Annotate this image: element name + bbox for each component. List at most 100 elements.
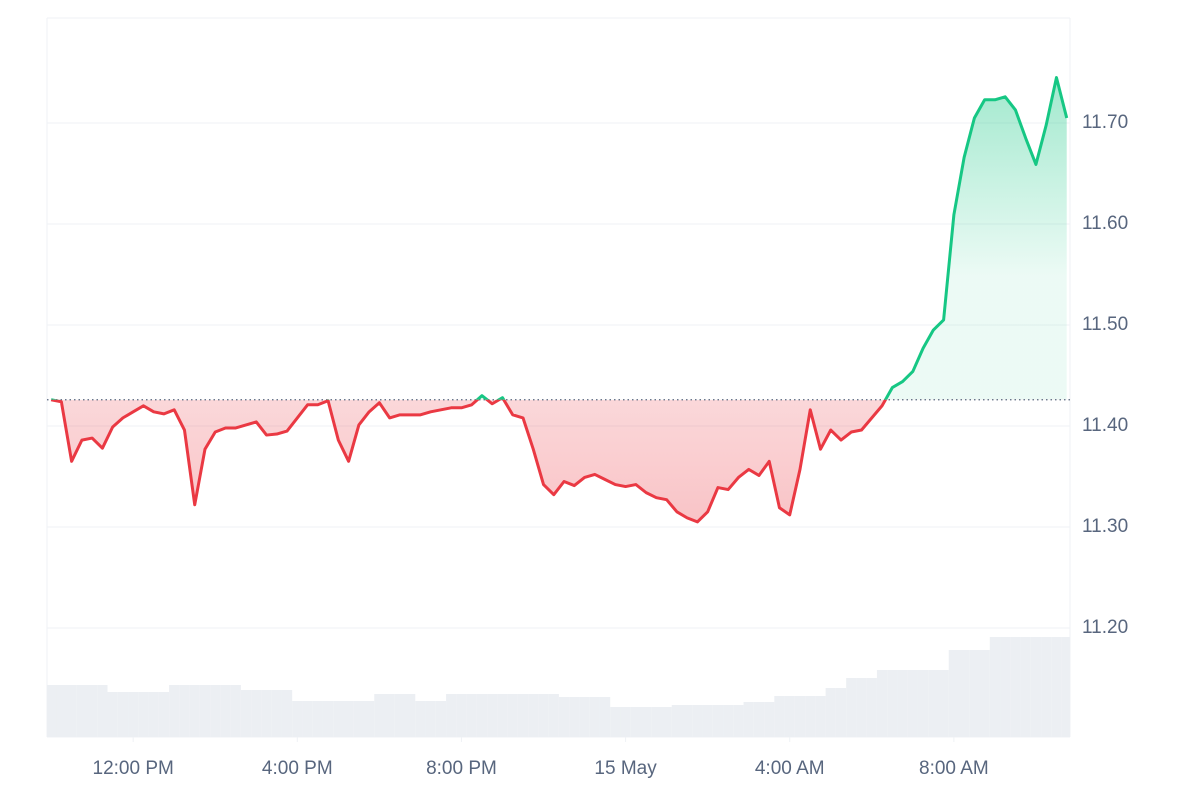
volume-bar [66,685,77,737]
volume-bar [169,685,180,737]
volume-bar [1000,637,1011,737]
volume-bar [148,692,159,737]
volume-bar [712,705,724,737]
volume-bar [507,694,518,737]
volume-bar [179,685,190,737]
volume-bar [599,697,611,737]
volume-bar [979,650,990,737]
x-tick-label: 15 May [594,758,657,779]
volume-bar [384,694,395,737]
volume-bar [651,707,662,737]
volume-bar [640,707,652,737]
volume-bar [199,685,211,737]
volume-bar [671,705,683,737]
volume-bar [343,701,354,737]
volume-bar [138,692,149,737]
volume-bar [928,670,939,737]
volume-bar [784,696,795,737]
volume-bar [876,670,888,737]
volume-bar [517,694,529,737]
volume-bar [579,697,590,737]
volume-bar [466,694,477,737]
volume-bar [56,685,67,737]
volume-bar [815,696,826,737]
volume-bar [610,707,621,737]
volume-bar [220,685,231,737]
volume-bar [240,690,252,737]
volume-bar [292,701,303,737]
volume-bar [528,694,539,737]
volume-bar [322,701,334,737]
volume-bar [435,701,447,737]
volume-bar [948,650,960,737]
volume-bar [394,694,406,737]
volume-bar [425,701,436,737]
volume-bar [456,694,467,737]
x-tick-label: 4:00 AM [755,758,825,779]
volume-bar [353,701,364,737]
volume-bar [302,701,313,737]
volume-bar [620,707,631,737]
x-tick-label: 8:00 PM [426,758,497,779]
volume-bar [917,670,929,737]
volume-bar [774,696,785,737]
volume-bar [333,701,344,737]
volume-bar [866,678,877,737]
volume-bar [1041,637,1052,737]
volume-bar [117,692,129,737]
x-tick-label: 8:00 AM [919,758,989,779]
volume-bar [723,705,734,737]
volume-bar [682,705,693,737]
y-tick-label: 11.30 [1082,516,1128,537]
y-tick-label: 11.40 [1082,415,1128,436]
volume-bar [887,670,898,737]
volume-bar [415,701,426,737]
volume-bar [805,696,816,737]
volume-bar [1020,637,1031,737]
volume-bar [569,697,580,737]
volume-bar [630,707,641,737]
volume-bar [405,694,416,737]
volume-bar [989,637,1001,737]
price-line-up [51,76,1069,400]
volume-bar [312,701,323,737]
volume-bar [753,702,765,737]
volume-bar [959,650,970,737]
area-down [51,399,886,522]
volume-bar [271,690,282,737]
volume-bar [261,690,272,737]
volume-bar [794,696,806,737]
price-line-down [50,399,888,524]
volume-bar [938,670,949,737]
volume-bar [764,702,775,737]
volume-bar [487,694,498,737]
volume-bar [897,670,908,737]
volume-bar [835,688,847,737]
volume-bar [733,705,744,737]
volume-bar [1061,637,1070,737]
volume-bar [846,678,857,737]
area-up [51,77,1067,400]
volume-bar [548,694,559,737]
volume-bar [743,702,754,737]
volume-bar [1051,637,1062,737]
volume-bar [497,694,508,737]
y-tick-label: 11.60 [1082,213,1128,234]
volume-bar [661,707,672,737]
volume-bar [363,701,375,737]
volume-bar [374,694,385,737]
volume-bar [856,678,867,737]
volume-bar [969,650,980,737]
volume-bar [538,694,549,737]
volume-bar [230,685,241,737]
volume-bar [76,685,88,737]
y-tick-label: 11.70 [1082,112,1128,133]
volume-bar [1030,637,1042,737]
volume-bar [128,692,139,737]
volume-bar [97,685,108,737]
volume-bar [107,692,118,737]
volume-bar [907,670,918,737]
volume-bar [251,690,262,737]
y-tick-label: 11.20 [1082,617,1128,638]
